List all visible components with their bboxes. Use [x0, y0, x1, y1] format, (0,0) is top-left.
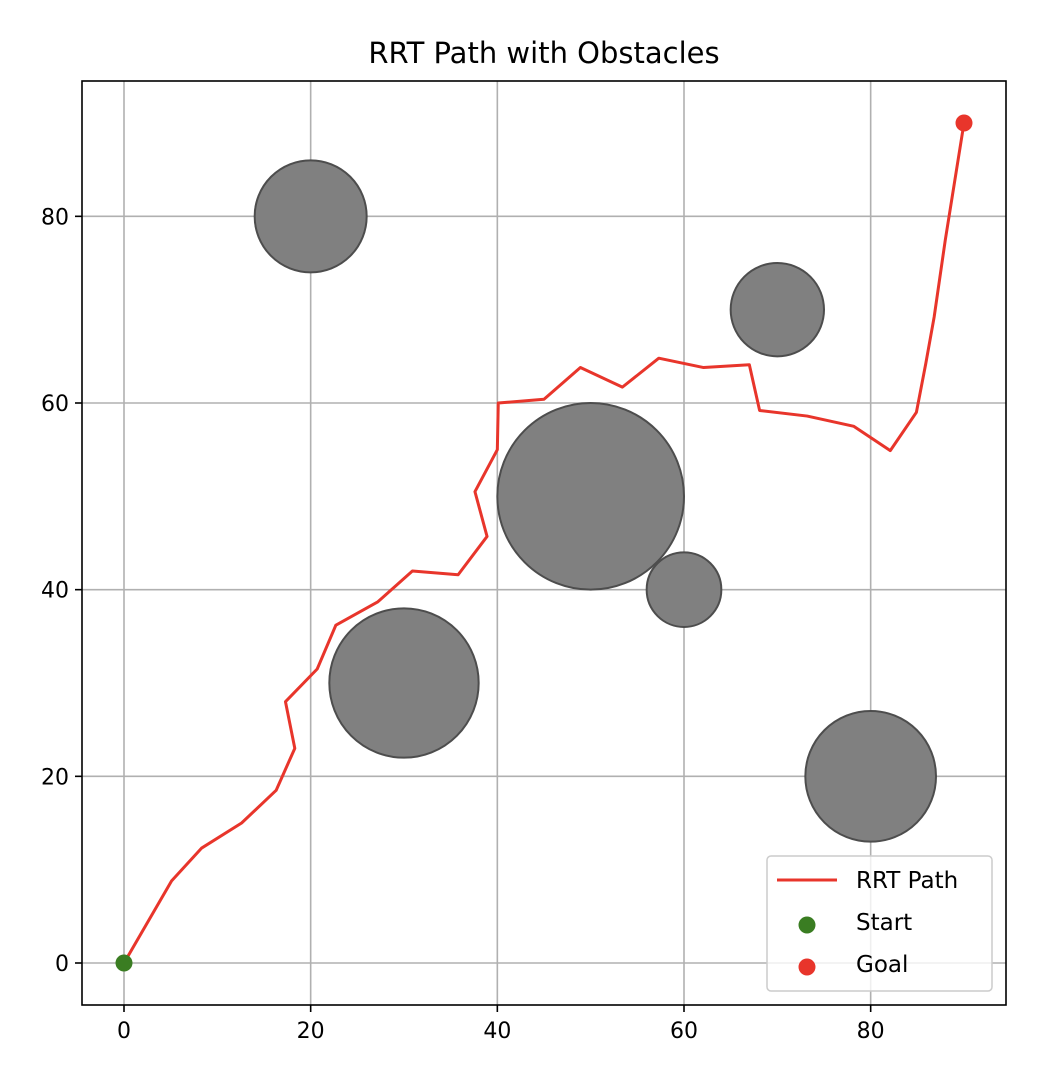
- x-tick-label: 0: [117, 1019, 131, 1044]
- legend-label: Goal: [856, 952, 908, 978]
- y-tick-label: 40: [41, 579, 69, 604]
- legend-swatch-goal: [798, 958, 816, 976]
- plot-frame: [81, 80, 1007, 1006]
- legend-label: Start: [856, 910, 912, 936]
- axis-ticks: 0 20 40 60 80 0 20 40 60 80: [41, 205, 885, 1044]
- rrt-path-line: [122, 122, 966, 964]
- legend-label: RRT Path: [856, 868, 958, 894]
- x-tick-label: 20: [297, 1019, 325, 1044]
- y-tick-label: 0: [55, 952, 69, 977]
- x-tick-label: 60: [670, 1019, 698, 1044]
- x-tick-label: 80: [857, 1019, 885, 1044]
- goal-point: [955, 114, 973, 132]
- legend-box: [766, 855, 993, 992]
- y-tick-label: 60: [41, 392, 69, 417]
- legend: RRT Path Start Goal: [766, 855, 993, 992]
- obstacle-circle: [253, 159, 368, 274]
- obstacle-circle: [328, 607, 480, 759]
- chart-title: RRT Path with Obstacles: [368, 36, 719, 70]
- legend-swatch-start: [798, 916, 816, 934]
- obstacle-circle: [804, 710, 938, 843]
- series-layer: [115, 114, 973, 972]
- y-tick-label: 20: [41, 765, 69, 790]
- start-point: [115, 954, 133, 972]
- obstacle-layer: [253, 159, 938, 843]
- x-tick-label: 40: [483, 1019, 511, 1044]
- y-tick-label: 80: [41, 205, 69, 230]
- obstacle-circle: [729, 262, 825, 358]
- obstacle-circle: [645, 551, 723, 629]
- obstacle-circle: [496, 402, 686, 591]
